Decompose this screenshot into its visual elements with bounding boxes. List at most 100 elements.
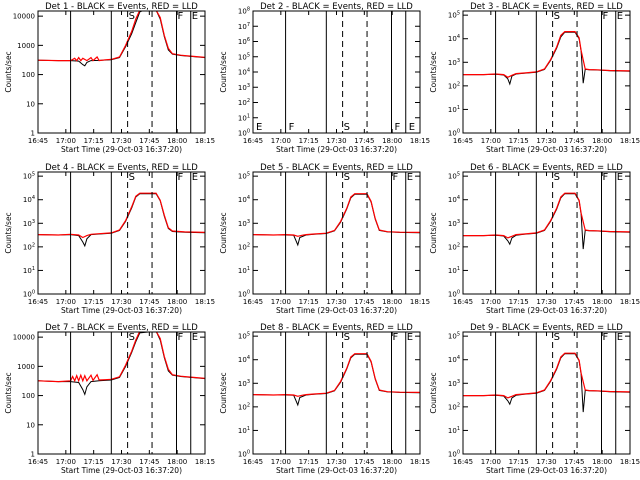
interval-marker-label: S: [344, 122, 350, 133]
y-tick-label: 103: [238, 83, 250, 92]
chart-title: Det 5 - BLACK = Events, RED = LLD: [260, 163, 413, 173]
interval-marker-label: E: [617, 11, 623, 22]
series-line-lld: [463, 31, 630, 78]
series-line-events: [253, 353, 420, 407]
y-tick-label: 103: [448, 379, 460, 388]
x-tick-label: 18:15: [195, 137, 215, 145]
y-tick-label: 1: [31, 451, 35, 459]
plot-frame: [252, 171, 421, 295]
interval-marker-label: F: [177, 332, 183, 343]
series-line-lld: [253, 193, 420, 237]
y-axis-label: Counts/sec: [429, 372, 438, 413]
interval-marker-label: E: [256, 122, 262, 133]
interval-marker-label: E: [192, 332, 198, 343]
x-tick-label: 17:15: [509, 298, 529, 306]
x-tick-label: 17:00: [481, 458, 501, 466]
chart-title: Det 9 - BLACK = Events, RED = LLD: [470, 323, 623, 333]
x-axis-label: Start Time (29-Oct-03 16:37:20): [486, 145, 607, 154]
y-tick-label: 100: [22, 71, 35, 79]
x-axis-label: Start Time (29-Oct-03 16:37:20): [276, 145, 397, 154]
y-axis-label: Counts/sec: [219, 372, 228, 413]
y-tick-label: 10000: [13, 334, 35, 342]
x-tick-label: 17:30: [326, 298, 346, 306]
interval-marker-label: F: [602, 172, 608, 183]
y-tick-label: 104: [23, 195, 35, 204]
x-tick-label: 17:15: [299, 458, 319, 466]
x-tick-label: 16:45: [28, 137, 48, 145]
plot-frame: [37, 331, 206, 455]
x-tick-label: 18:00: [382, 137, 402, 145]
y-tick-label: 104: [238, 195, 250, 204]
x-axis-label: Start Time (29-Oct-03 16:37:20): [61, 145, 182, 154]
y-tick-label: 101: [448, 105, 460, 114]
series-line-lld: [38, 192, 205, 239]
x-tick-label: 17:45: [354, 458, 374, 466]
y-tick-label: 105: [238, 172, 250, 181]
y-tick-label: 102: [238, 402, 250, 411]
x-tick-label: 17:45: [354, 298, 374, 306]
y-tick-label: 102: [238, 98, 250, 107]
interval-marker-label: S: [554, 172, 560, 183]
y-tick-label: 107: [238, 22, 250, 31]
series-line-events: [38, 332, 205, 396]
series-line-lld: [463, 352, 630, 399]
y-axis-label: Counts/sec: [429, 51, 438, 92]
y-tick-label: 105: [238, 52, 250, 61]
x-tick-label: 18:15: [410, 298, 430, 306]
x-tick-label: 18:15: [620, 298, 640, 306]
x-tick-label: 16:45: [28, 458, 48, 466]
x-tick-label: 18:00: [382, 298, 402, 306]
x-tick-label: 18:15: [410, 458, 430, 466]
x-tick-label: 16:45: [453, 298, 473, 306]
x-tick-label: 18:00: [167, 298, 187, 306]
x-axis-label: Start Time (29-Oct-03 16:37:20): [486, 306, 607, 315]
x-tick-label: 18:15: [195, 298, 215, 306]
x-tick-label: 18:00: [167, 458, 187, 466]
interval-marker-label: E: [617, 172, 623, 183]
y-tick-label: 105: [23, 172, 35, 181]
x-tick-label: 16:45: [453, 137, 473, 145]
x-tick-label: 18:15: [620, 458, 640, 466]
interval-marker-label: F: [395, 122, 401, 133]
x-tick-label: 17:45: [354, 137, 374, 145]
y-tick-label: 1: [31, 130, 35, 138]
x-tick-label: 16:45: [28, 298, 48, 306]
x-axis-label: Start Time (29-Oct-03 16:37:20): [276, 466, 397, 475]
y-axis-label: Counts/sec: [219, 51, 228, 92]
y-tick-label: 100: [22, 392, 35, 400]
y-tick-label: 104: [238, 68, 250, 77]
x-tick-label: 17:45: [564, 137, 584, 145]
x-tick-label: 17:15: [509, 458, 529, 466]
y-tick-label: 103: [23, 219, 35, 228]
interval-marker-label: E: [409, 122, 415, 133]
interval-marker-label: S: [129, 172, 135, 183]
x-tick-label: 17:15: [84, 137, 104, 145]
chart-title: Det 8 - BLACK = Events, RED = LLD: [260, 323, 413, 333]
chart-title: Det 1 - BLACK = Events, RED = LLD: [45, 2, 198, 12]
series-line-events: [38, 11, 205, 67]
x-tick-label: 17:45: [564, 458, 584, 466]
chart-title: Det 2 - BLACK = Events, RED = LLD: [260, 2, 413, 12]
x-tick-label: 18:00: [382, 458, 402, 466]
x-axis-label: Start Time (29-Oct-03 16:37:20): [61, 466, 182, 475]
interval-marker-label: S: [344, 332, 350, 343]
x-tick-label: 17:30: [536, 458, 556, 466]
y-tick-label: 100: [238, 129, 250, 138]
interval-marker-label: E: [407, 332, 413, 343]
y-tick-label: 101: [23, 266, 35, 275]
interval-marker-label: S: [554, 332, 560, 343]
x-tick-label: 17:45: [139, 298, 159, 306]
interval-marker-label: E: [192, 11, 198, 22]
series-line-events: [463, 353, 630, 413]
